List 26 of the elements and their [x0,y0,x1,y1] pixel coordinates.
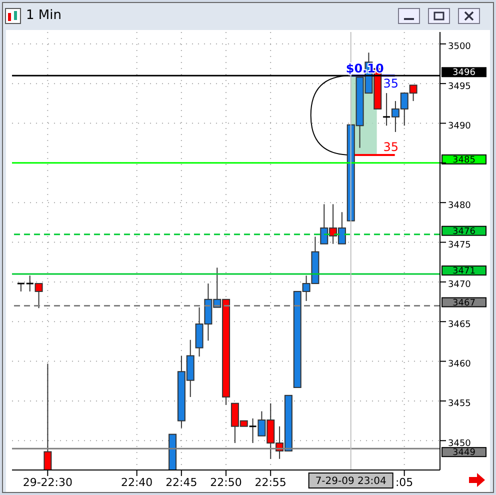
y-tick-label: 3500 [448,42,472,52]
ref-line-label: 3485 [452,155,476,166]
y-tick-label: 3480 [448,200,472,211]
y-tick-label: 3460 [448,359,472,370]
x-tick-label: 29-22:30 [22,476,73,489]
x-tick-label: 22:50 [210,476,242,489]
y-tick-label: 3465 [448,320,471,330]
y-tick-label: 3495 [448,82,471,92]
ref-line-label: 3496 [452,68,476,78]
y-tick-label: 3450 [448,438,472,449]
chart-title: 1 Min [26,8,62,23]
annotation: 35 [383,76,398,91]
ref-line-label: 3449 [452,448,476,458]
ref-line-label: 3476 [452,226,476,237]
x-tick-label: 22:45 [166,476,198,489]
x-tick-label: 22:40 [120,476,153,489]
ref-line-label: 3467 [452,298,476,308]
ref-line-label: 3471 [452,266,476,277]
y-tick-label: 3455 [448,399,471,410]
y-tick-label: 3470 [448,280,472,290]
y-tick-label: 3475 [448,240,471,250]
annotation: 35 [383,140,398,154]
x-tick-label: 22:55 [254,476,286,489]
y-tick-label: 3490 [448,121,472,132]
ref-line-label: 7-29-09 23:04 [315,476,386,487]
x-tick-label: :05 [395,476,414,489]
